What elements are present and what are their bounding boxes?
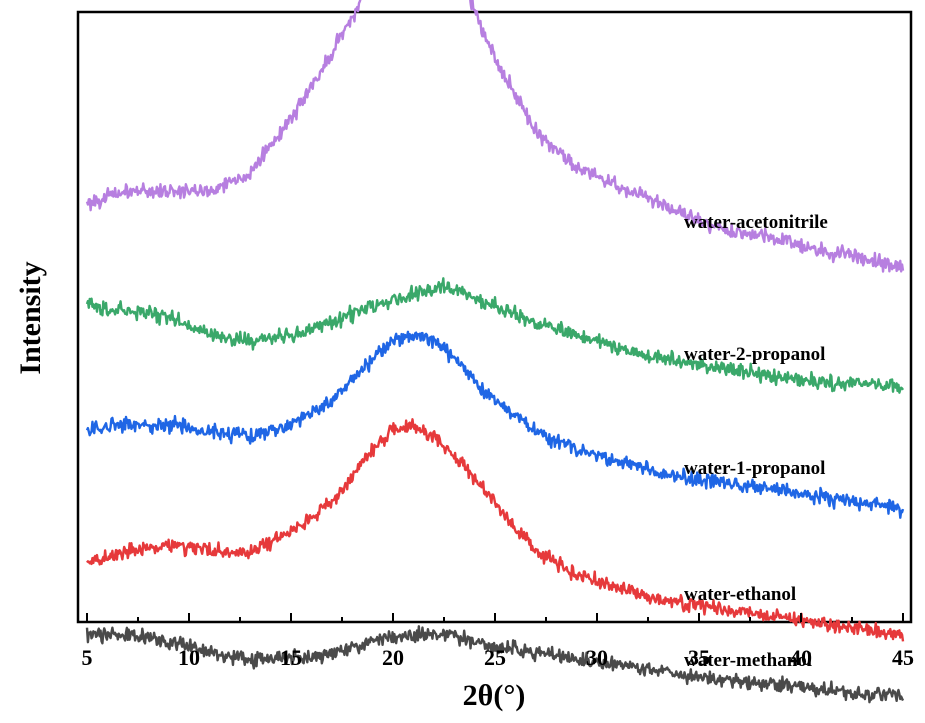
series-line-water-acetonitrile [85, 0, 905, 273]
x-axis-title: 2θ(°) [463, 679, 526, 712]
x-axis-ticks: 5 10 15 20 25 30 35 40 45 [82, 613, 914, 670]
series-label-water-2-propanol: water-2-propanol [684, 344, 825, 365]
series-labels: water-acetonitrile water-2-propanol water-… [684, 212, 828, 671]
x-tick-label: 5 [82, 645, 93, 670]
x-tick-label: 10 [178, 645, 200, 670]
series-line-water-ethanol [86, 418, 905, 642]
series-label-water-acetonitrile: water-acetonitrile [684, 212, 828, 233]
x-tick-label: 25 [484, 645, 506, 670]
x-tick-label: 15 [280, 645, 302, 670]
series-label-water-1-propanol: water-1-propanol [684, 458, 825, 479]
series-line-water-2-propanol [85, 277, 905, 394]
series-label-water-ethanol: water-ethanol [684, 584, 796, 605]
y-axis-title: Intensity [14, 261, 47, 374]
x-tick-label: 30 [586, 645, 608, 670]
x-tick-label: 45 [892, 645, 914, 670]
series-line-water-1-propanol [85, 330, 905, 519]
series-line-water-methanol [85, 625, 905, 704]
x-tick-label: 40 [790, 645, 812, 670]
series-label-water-methanol: water-methanol [684, 650, 812, 671]
x-tick-label: 35 [688, 645, 710, 670]
series-layer [85, 0, 905, 704]
plot-frame [76, 10, 913, 624]
x-tick-label: 20 [382, 645, 404, 670]
